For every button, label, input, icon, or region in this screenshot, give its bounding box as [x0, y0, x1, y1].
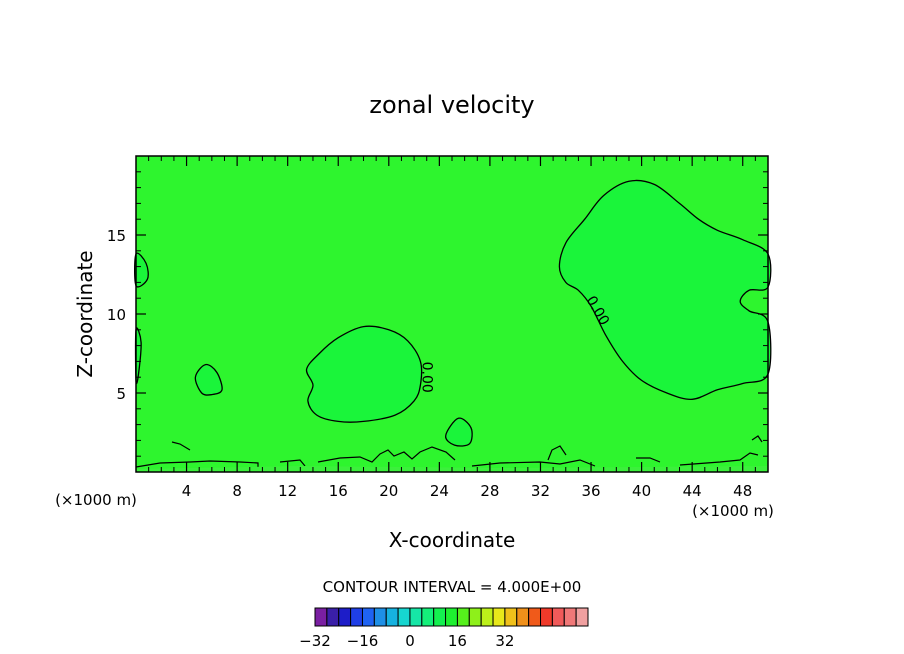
- colorbar-swatch: [540, 607, 553, 627]
- colorbar-swatch: [480, 607, 494, 627]
- x-tick-label: 24: [430, 482, 449, 500]
- x-unit-label-right: (×1000 m): [692, 502, 774, 520]
- colorbar-swatch: [326, 607, 340, 627]
- y-axis-label: Z-coordinate: [73, 250, 97, 377]
- colorbar-swatch: [468, 607, 482, 627]
- x-tick-label: 16: [329, 482, 348, 500]
- colorbar-swatch: [373, 607, 387, 627]
- x-tick-label: 48: [733, 482, 752, 500]
- x-tick-label: 44: [683, 482, 702, 500]
- colorbar-swatch: [350, 607, 363, 627]
- upper-right-positive-contour: [558, 179, 772, 400]
- plot-area: 0.00 0.00: [134, 155, 772, 473]
- colorbar-swatch: [421, 607, 435, 627]
- colorbar-swatch: [433, 607, 447, 627]
- colorbar-tick-label: 0: [405, 632, 415, 650]
- x-tick-label: 32: [531, 482, 550, 500]
- colorbar-tick-label: −16: [347, 632, 379, 650]
- x-tick-label: 40: [632, 482, 651, 500]
- contour-regions: [134, 179, 772, 447]
- colorbar-swatch: [409, 607, 423, 627]
- x-axis-label: X-coordinate: [389, 528, 516, 552]
- colorbar-swatch: [551, 607, 565, 627]
- x-tick-label: 36: [581, 482, 600, 500]
- x-tick-label: 8: [232, 482, 242, 500]
- colorbar-swatch: [314, 607, 328, 627]
- y-tick-label: 10: [107, 306, 126, 324]
- colorbar-swatch: [338, 607, 352, 627]
- colorbar-swatch: [563, 607, 577, 627]
- colorbar-tick-label: −32: [299, 632, 331, 650]
- x-tick-label: 20: [379, 482, 398, 500]
- x-tick-label: 12: [278, 482, 297, 500]
- x-axis-ticks: 4 8 12 16 20 24 28 32 36 40 44 48: [148, 156, 756, 500]
- colorbar-swatch: [456, 607, 470, 627]
- y-tick-label: 5: [116, 385, 126, 403]
- small-positive-2-contour: [445, 417, 473, 447]
- x-tick-label: 4: [182, 482, 192, 500]
- contour-label: 0.00: [419, 362, 435, 393]
- colorbar-swatch: [385, 607, 399, 627]
- colorbar-tick-label: 16: [448, 632, 467, 650]
- y-axis-ticks: 5 10 15: [107, 171, 768, 457]
- contour-interval-text: CONTOUR INTERVAL = 4.000E+00: [323, 578, 582, 596]
- small-positive-1-contour: [194, 363, 223, 396]
- left-edge-positive-1-contour: [134, 252, 149, 288]
- colorbar: [314, 607, 589, 627]
- colorbar-swatch: [492, 607, 506, 627]
- colorbar-swatch: [516, 607, 530, 627]
- colorbar-swatch: [504, 607, 518, 627]
- surface-contour-line: [135, 435, 763, 470]
- colorbar-swatch: [397, 607, 411, 627]
- colorbar-swatch: [361, 607, 375, 627]
- colorbar-swatch: [445, 607, 458, 627]
- x-unit-label-left: (×1000 m): [55, 491, 137, 509]
- colorbar-swatch: [528, 607, 542, 627]
- x-tick-label: 28: [480, 482, 499, 500]
- chart-title: zonal velocity: [369, 91, 534, 119]
- y-tick-label: 15: [107, 227, 126, 245]
- colorbar-tick-label: 32: [495, 632, 514, 650]
- colorbar-labels: −32 −16 0 16 32: [299, 632, 514, 650]
- colorbar-swatch: [575, 607, 589, 627]
- middle-positive-contour: [305, 325, 423, 423]
